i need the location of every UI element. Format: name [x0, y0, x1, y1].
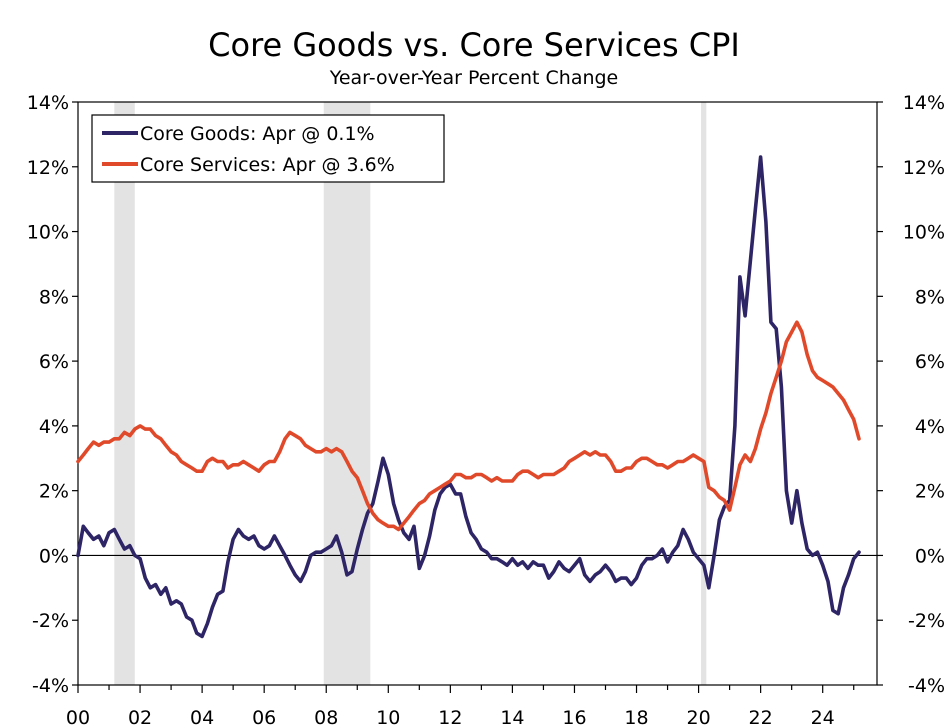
recession-band-2 — [701, 102, 707, 685]
legend: Core Goods: Apr @ 0.1% Core Services: Ap… — [91, 114, 445, 183]
y-tick-label-left: 10% — [27, 222, 69, 244]
y-tick-label-left: 14% — [27, 92, 69, 114]
series-line-core-services — [76, 320, 861, 532]
y-tick-label-right: 2% — [915, 481, 945, 503]
y-axis-right: 14% 12% 10% 8% 6% 4% 2% 0% -2% -4% — [877, 92, 945, 697]
plot-frame — [77, 101, 878, 686]
y-tick-label-right: 12% — [903, 157, 945, 179]
y-tick-label-left: 0% — [39, 545, 69, 567]
y-tick-label-right: 4% — [915, 416, 945, 438]
x-tick-label: 08 — [314, 707, 338, 727]
y-tick-label-right: 0% — [915, 545, 945, 567]
x-tick-label: 20 — [686, 707, 710, 727]
y-tick-label-right: 8% — [915, 286, 945, 308]
y-tick-label-left: 8% — [39, 286, 69, 308]
y-tick-label-right: -4% — [908, 675, 945, 697]
series-lines — [76, 155, 861, 639]
y-tick-label-left: 12% — [27, 157, 69, 179]
y-tick-label-right: -2% — [908, 610, 945, 632]
y-tick-label-left: 2% — [39, 481, 69, 503]
y-tick-label-right: 10% — [903, 222, 945, 244]
y-axis-left: 14% 12% 10% 8% 6% 4% 2% 0% -2% -4% — [27, 92, 78, 697]
y-tick-label-left: -4% — [32, 675, 69, 697]
x-tick-label: 14 — [500, 707, 524, 727]
x-tick-label: 04 — [190, 707, 214, 727]
x-tick-label: 06 — [252, 707, 276, 727]
y-tick-label-right: 6% — [915, 351, 945, 373]
recession-band-1 — [323, 102, 371, 685]
legend-box — [91, 114, 445, 183]
x-tick-label: 12 — [438, 707, 462, 727]
recession-band-0 — [114, 102, 135, 685]
x-tick-label: 18 — [624, 707, 648, 727]
x-tick-label: 16 — [562, 707, 586, 727]
chart-title: Core Goods vs. Core Services CPI — [208, 26, 740, 64]
recession-shading — [114, 102, 707, 685]
x-tick-label: 24 — [811, 707, 835, 727]
x-tick-label: 10 — [376, 707, 400, 727]
y-tick-label-left: 4% — [39, 416, 69, 438]
x-axis: 00 02 04 06 08 10 12 14 16 18 20 22 24 — [66, 685, 855, 727]
series-line-core-goods — [76, 155, 861, 639]
chart-subtitle: Year-over-Year Percent Change — [329, 67, 619, 89]
y-tick-label-right: 14% — [903, 92, 945, 114]
x-tick-label: 00 — [66, 707, 90, 727]
x-tick-label: 02 — [128, 707, 152, 727]
legend-label-core-services: Core Services: Apr @ 3.6% — [140, 154, 395, 176]
y-tick-label-left: -2% — [32, 610, 69, 632]
y-tick-label-left: 6% — [39, 351, 69, 373]
x-tick-label: 22 — [749, 707, 773, 727]
legend-label-core-goods: Core Goods: Apr @ 0.1% — [140, 123, 375, 145]
